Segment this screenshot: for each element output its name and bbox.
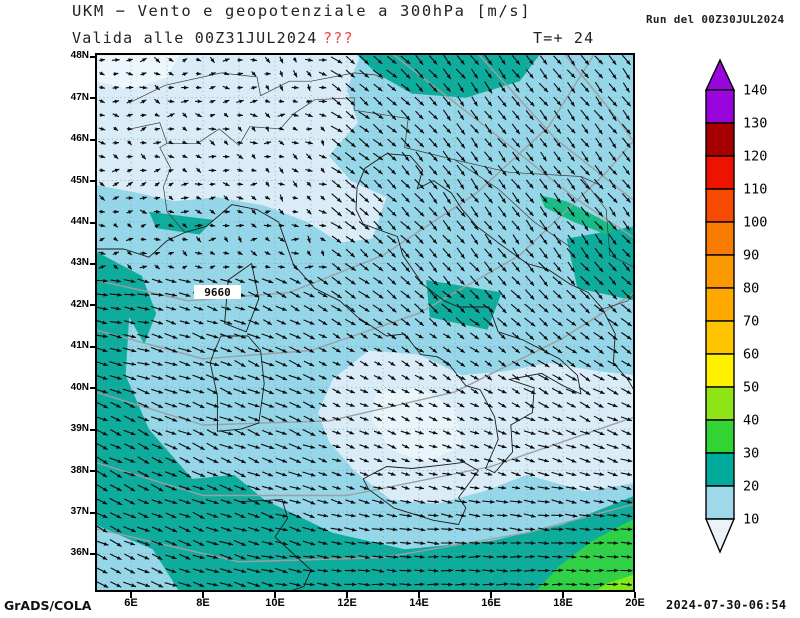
lat-tick-mark <box>90 55 96 58</box>
lat-tick-mark <box>90 262 96 265</box>
lon-tick-label: 12E <box>337 597 357 609</box>
lat-tick-mark <box>90 221 96 224</box>
speed-colorbar: 140 130 120 110 100 90 80 70 60 50 40 30 20 10 <box>704 58 767 554</box>
svg-text:110: 110 <box>743 182 767 198</box>
lat-tick-mark <box>90 304 96 307</box>
lat-tick-label: 46N <box>70 133 89 145</box>
lat-tick-label: 43N <box>70 257 89 269</box>
lat-tick-label: 45N <box>70 174 89 186</box>
lat-tick-mark <box>90 180 96 183</box>
lon-tick-mark <box>346 592 348 598</box>
lat-tick-label: 37N <box>70 506 89 518</box>
lon-tick-label: 20E <box>625 597 645 609</box>
lat-tick-label: 44N <box>70 216 89 228</box>
svg-text:70: 70 <box>743 314 759 330</box>
lon-tick-mark <box>418 592 420 598</box>
generation-timestamp: 2024-07-30-06:54 <box>666 598 787 612</box>
lat-tick-label: 48N <box>70 50 89 62</box>
lon-tick-label: 10E <box>265 597 285 609</box>
svg-text:140: 140 <box>743 83 767 99</box>
svg-text:30: 30 <box>743 446 759 462</box>
svg-text:50: 50 <box>743 380 759 396</box>
svg-text:80: 80 <box>743 281 759 297</box>
lon-tick-mark <box>130 592 132 598</box>
svg-text:130: 130 <box>743 116 767 132</box>
lat-tick-mark <box>90 511 96 514</box>
map-area: 9660 <box>94 51 636 596</box>
wind-map-canvas: 9660 <box>94 51 636 596</box>
lat-tick-mark <box>90 97 96 100</box>
svg-text:20: 20 <box>743 479 759 495</box>
run-time-label: Run del 00Z30JUL2024 <box>646 13 785 26</box>
lat-tick-label: 40N <box>70 381 89 393</box>
svg-text:40: 40 <box>743 413 759 429</box>
svg-text:10: 10 <box>743 512 759 528</box>
lat-tick-label: 36N <box>70 547 89 559</box>
lat-tick-mark <box>90 345 96 348</box>
grads-credit: GrADS/COLA <box>4 598 92 613</box>
lon-tick-label: 14E <box>409 597 429 609</box>
lon-tick-mark <box>562 592 564 598</box>
lon-tick-mark <box>274 592 276 598</box>
lat-tick-label: 47N <box>70 91 89 103</box>
lon-tick-mark <box>202 592 204 598</box>
lon-tick-label: 8E <box>196 597 210 609</box>
svg-text:9660: 9660 <box>204 286 231 299</box>
lat-tick-mark <box>90 138 96 141</box>
lat-tick-label: 42N <box>70 298 89 310</box>
valid-time-label: Valida alle 00Z31JUL2024 <box>72 29 318 47</box>
missing-data-flag: ??? <box>323 29 354 47</box>
lat-tick-mark <box>90 552 96 555</box>
svg-text:60: 60 <box>743 347 759 363</box>
lat-tick-mark <box>90 470 96 473</box>
lat-tick-label: 39N <box>70 423 89 435</box>
lon-tick-label: 16E <box>481 597 501 609</box>
lon-tick-label: 18E <box>553 597 573 609</box>
lon-tick-label: 6E <box>124 597 138 609</box>
svg-text:120: 120 <box>743 149 767 165</box>
svg-text:100: 100 <box>743 215 767 231</box>
lat-tick-mark <box>90 387 96 390</box>
lat-tick-mark <box>90 428 96 431</box>
forecast-lead-label: T=+ 24 <box>533 29 595 47</box>
lat-tick-label: 41N <box>70 340 89 352</box>
lat-tick-label: 38N <box>70 464 89 476</box>
lon-tick-mark <box>490 592 492 598</box>
svg-text:90: 90 <box>743 248 759 264</box>
page-title: UKM − Vento e geopotenziale a 300hPa [m/… <box>72 2 532 20</box>
lon-tick-mark <box>634 592 636 598</box>
